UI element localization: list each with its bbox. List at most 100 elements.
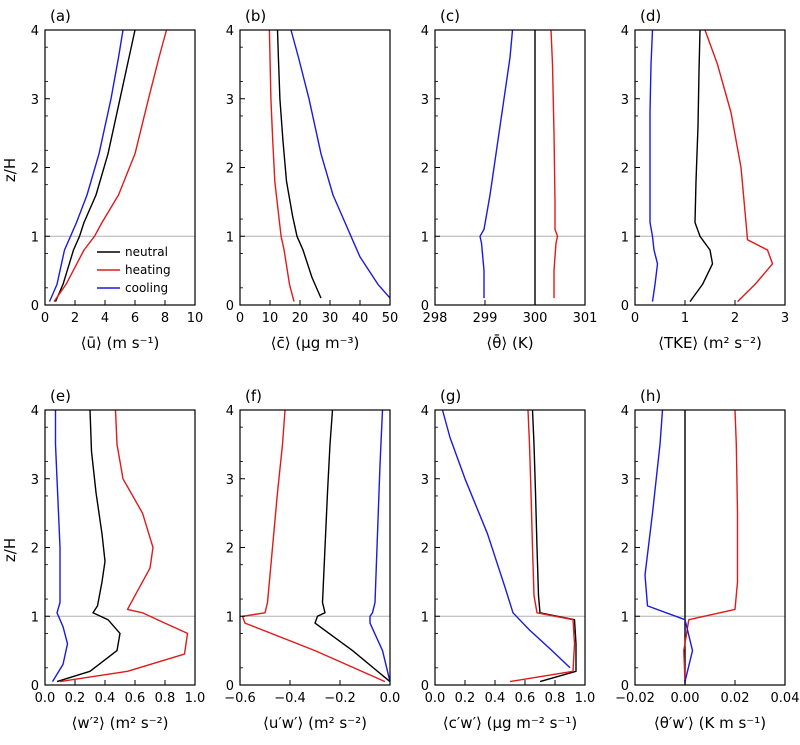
series-cooling-line: [649, 29, 659, 302]
series-heating-line: [268, 29, 295, 302]
x-tick-label: 0.0: [35, 691, 56, 706]
y-tick-label: 4: [621, 404, 629, 419]
x-tick-label: 0.2: [455, 691, 476, 706]
panel-6: 0.0 0.2 0.4 0.6 0.8 1.0 0 1 2 3 4 (g) ⟨c′w′⟩ (μg m⁻²…: [421, 387, 596, 732]
panel-7: −0.02 0.00 0.02 0.04 0 1 2 3 4 (h) ⟨θ′w′⟩ (K m s⁻¹…: [615, 387, 799, 732]
series-cooling-line: [48, 29, 124, 302]
series-heating-line: [509, 409, 576, 683]
series-heating-line: [550, 29, 559, 299]
y-tick-label: 0: [31, 679, 39, 694]
y-tick-label: 3: [421, 93, 429, 108]
series-neutral-line: [531, 409, 577, 683]
panel-label: (d): [640, 7, 661, 25]
y-tick-label: 0: [621, 299, 629, 314]
x-tick-label: 40: [352, 311, 369, 326]
y-tick-label: 4: [421, 24, 429, 39]
y-tick-label: 2: [421, 542, 429, 557]
x-tick-label: 0.4: [485, 691, 506, 706]
panel-label: (h): [640, 387, 661, 405]
y-tick-label: 1: [421, 230, 429, 245]
series-heating-line: [241, 409, 386, 683]
legend: neutral heating cooling: [97, 245, 171, 295]
y-tick-label: 0: [421, 679, 429, 694]
y-tick-label: 2: [31, 542, 39, 557]
series-neutral-line: [689, 29, 714, 303]
x-tick-label: −0.2: [324, 691, 356, 706]
y-tick-label: 4: [31, 24, 39, 39]
x-tick-label: 2: [731, 311, 739, 326]
x-tick-label: 1.0: [185, 691, 206, 706]
panel-label: (f): [245, 387, 262, 405]
x-tick-label: 6: [131, 311, 139, 326]
series-cooling-line: [644, 409, 694, 682]
series-heating-line: [683, 409, 739, 682]
x-tick-label: 0.02: [721, 691, 750, 706]
x-tick-label: 50: [382, 311, 399, 326]
series-neutral-line: [56, 409, 121, 683]
series-heating-line: [53, 29, 168, 303]
y-tick-label: 3: [31, 473, 39, 488]
y-tick-label: 1: [226, 610, 234, 625]
y-tick-label: 4: [226, 404, 234, 419]
x-tick-label: 299: [473, 311, 498, 326]
panel-0: 0 2 4 6 8 10 0 1 2 3 4 (a) ⟨ū⟩ (m s⁻¹) neutral heating…: [31, 7, 204, 352]
plot-frame: [634, 409, 786, 686]
y-tick-label: 0: [621, 679, 629, 694]
y-tick-label: 3: [226, 93, 234, 108]
x-tick-label: 0.6: [515, 691, 536, 706]
y-tick-label: 3: [31, 93, 39, 108]
y-tick-label: 3: [621, 93, 629, 108]
x-tick-label: 0.6: [125, 691, 146, 706]
series-cooling-line: [51, 410, 69, 682]
y-tick-label: 0: [226, 679, 234, 694]
x-tick-label: 0.0: [380, 691, 401, 706]
plot-frame: [44, 29, 196, 306]
x-tick-label: 0.4: [95, 691, 116, 706]
y-tick-label: 2: [421, 162, 429, 177]
x-tick-label: 10: [262, 311, 279, 326]
x-tick-label: 2: [71, 311, 79, 326]
x-tick-label: 8: [161, 311, 169, 326]
plot-frame: [434, 29, 586, 306]
panel-5: −0.6 −0.4 −0.2 0.0 0 1 2 3 4 (f) ⟨u′w′⟩ (m² s⁻²): [224, 387, 400, 732]
y-tick-label: 4: [226, 24, 234, 39]
series-cooling-line: [479, 29, 514, 299]
y-tick-label: 3: [421, 473, 429, 488]
x-tick-label: 20: [292, 311, 309, 326]
y-tick-label: 0: [421, 299, 429, 314]
series-heating-line: [59, 409, 189, 683]
x-tick-label: 10: [187, 311, 204, 326]
x-axis-label: ⟨θ̄⟩ (K): [486, 333, 533, 352]
x-tick-label: 3: [781, 311, 789, 326]
panel-2: 298 299 300 301 0 1 2 3 4 (c) ⟨θ̄⟩ (K): [421, 7, 598, 352]
panel-label: (g): [440, 387, 461, 405]
x-tick-label: 0: [631, 311, 639, 326]
y-axis-label-bottom: z/H: [1, 538, 19, 562]
x-tick-label: 301: [573, 311, 598, 326]
x-axis-label: ⟨c′w′⟩ (μg m⁻² s⁻¹): [443, 714, 577, 732]
y-tick-label: 1: [621, 230, 629, 245]
plot-frame: [434, 409, 586, 686]
legend-label-heating: heating: [125, 263, 171, 277]
series-heating-line: [704, 29, 774, 303]
series-neutral-line: [54, 29, 136, 302]
series-cooling-line: [441, 409, 571, 669]
x-tick-label: 0.8: [545, 691, 566, 706]
panel-1: 0 10 20 30 40 50 0 1 2 3 4 (b) ⟨c̄⟩ (μg m⁻³): [226, 7, 399, 352]
x-tick-label: 0.00: [671, 691, 700, 706]
y-tick-label: 0: [31, 299, 39, 314]
series-cooling-line: [369, 409, 391, 682]
y-tick-label: 1: [421, 610, 429, 625]
y-tick-label: 2: [621, 542, 629, 557]
x-axis-label: ⟨u′w′⟩ (m² s⁻²): [263, 714, 367, 732]
y-tick-label: 1: [621, 610, 629, 625]
series-neutral-line: [276, 29, 322, 299]
x-tick-label: 0.2: [65, 691, 86, 706]
y-tick-label: 1: [226, 230, 234, 245]
x-tick-label: 1: [681, 311, 689, 326]
panel-label: (e): [50, 387, 71, 405]
y-tick-label: 4: [421, 404, 429, 419]
x-tick-label: 0.8: [155, 691, 176, 706]
